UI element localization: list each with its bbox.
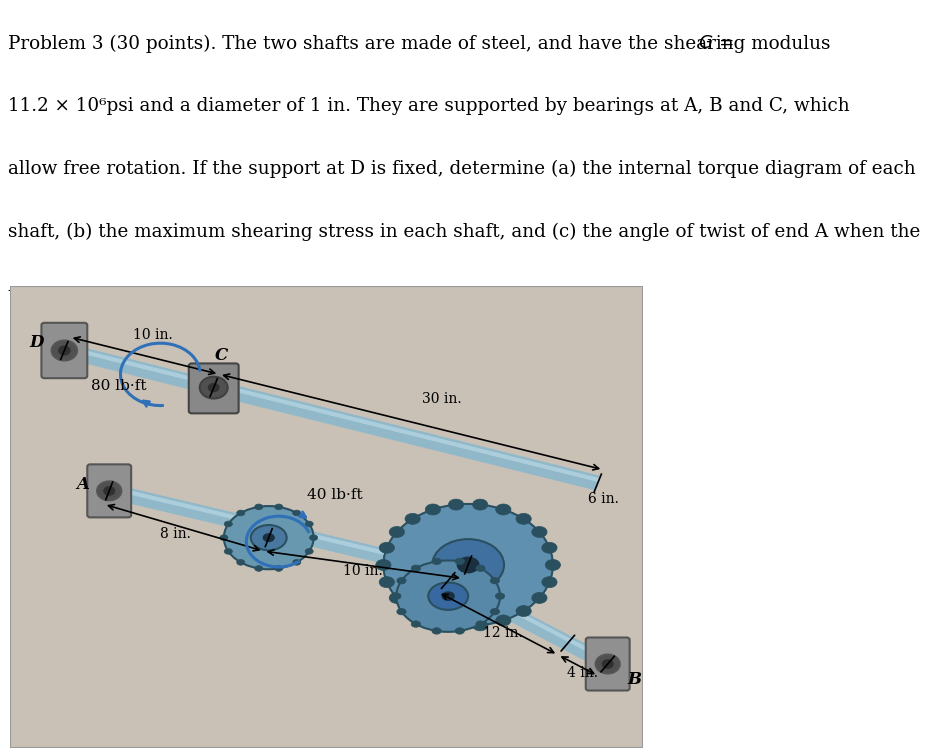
Text: 12 in.: 12 in. bbox=[484, 626, 523, 640]
Ellipse shape bbox=[220, 535, 228, 541]
Text: shaft, (b) the maximum shearing stress in each shaft, and (c) the angle of twist: shaft, (b) the maximum shearing stress i… bbox=[8, 223, 921, 241]
Ellipse shape bbox=[405, 514, 420, 524]
Ellipse shape bbox=[255, 504, 263, 510]
Ellipse shape bbox=[376, 559, 391, 571]
Circle shape bbox=[603, 660, 613, 669]
Circle shape bbox=[208, 383, 220, 393]
Ellipse shape bbox=[516, 605, 531, 617]
Ellipse shape bbox=[250, 525, 287, 550]
Ellipse shape bbox=[476, 621, 486, 627]
Ellipse shape bbox=[455, 558, 465, 565]
Text: 6 in.: 6 in. bbox=[587, 492, 619, 505]
Ellipse shape bbox=[237, 510, 245, 516]
Ellipse shape bbox=[490, 578, 500, 584]
Circle shape bbox=[51, 341, 77, 360]
Ellipse shape bbox=[225, 548, 232, 554]
Ellipse shape bbox=[448, 499, 464, 510]
Text: A: A bbox=[76, 476, 89, 493]
Text: 8 in.: 8 in. bbox=[160, 527, 191, 541]
Circle shape bbox=[97, 481, 121, 500]
Text: 10 in.: 10 in. bbox=[133, 328, 173, 342]
Circle shape bbox=[59, 346, 69, 355]
Ellipse shape bbox=[476, 565, 486, 572]
Ellipse shape bbox=[411, 565, 421, 572]
Text: 80 lb·ft: 80 lb·ft bbox=[90, 379, 146, 393]
Ellipse shape bbox=[496, 504, 511, 515]
Ellipse shape bbox=[264, 534, 274, 541]
Ellipse shape bbox=[292, 559, 301, 566]
Ellipse shape bbox=[292, 510, 301, 516]
Ellipse shape bbox=[389, 593, 405, 603]
Ellipse shape bbox=[448, 620, 464, 631]
Circle shape bbox=[596, 654, 620, 674]
Ellipse shape bbox=[426, 615, 441, 626]
Ellipse shape bbox=[472, 620, 487, 631]
Ellipse shape bbox=[306, 548, 313, 554]
Text: 30 in.: 30 in. bbox=[423, 393, 462, 406]
Text: D: D bbox=[30, 334, 44, 351]
Ellipse shape bbox=[306, 521, 313, 527]
Text: Problem 3 (30 points). The two shafts are made of steel, and have the shearing m: Problem 3 (30 points). The two shafts ar… bbox=[8, 35, 837, 53]
Ellipse shape bbox=[389, 526, 405, 538]
FancyBboxPatch shape bbox=[188, 363, 239, 414]
Ellipse shape bbox=[309, 535, 318, 541]
Ellipse shape bbox=[542, 577, 557, 587]
Text: allow free rotation. If the support at D is fixed, determine (a) the internal to: allow free rotation. If the support at D… bbox=[8, 160, 916, 178]
Ellipse shape bbox=[432, 558, 442, 565]
Text: B: B bbox=[627, 671, 642, 688]
Ellipse shape bbox=[496, 615, 511, 626]
Ellipse shape bbox=[457, 557, 479, 573]
Ellipse shape bbox=[432, 628, 442, 634]
Ellipse shape bbox=[225, 521, 232, 527]
Text: C: C bbox=[215, 347, 228, 364]
Ellipse shape bbox=[426, 504, 441, 515]
Ellipse shape bbox=[224, 506, 313, 569]
Ellipse shape bbox=[455, 628, 465, 634]
Ellipse shape bbox=[545, 559, 561, 571]
FancyBboxPatch shape bbox=[88, 464, 131, 517]
Ellipse shape bbox=[379, 577, 394, 587]
Circle shape bbox=[104, 487, 114, 495]
FancyBboxPatch shape bbox=[42, 323, 88, 378]
Ellipse shape bbox=[275, 504, 283, 510]
Ellipse shape bbox=[396, 560, 500, 632]
Ellipse shape bbox=[542, 542, 557, 553]
Ellipse shape bbox=[472, 499, 487, 510]
Ellipse shape bbox=[495, 593, 505, 599]
Ellipse shape bbox=[432, 539, 504, 591]
Ellipse shape bbox=[275, 566, 283, 572]
Circle shape bbox=[200, 377, 228, 399]
Ellipse shape bbox=[532, 593, 547, 603]
FancyBboxPatch shape bbox=[585, 638, 629, 690]
Ellipse shape bbox=[405, 605, 420, 617]
Text: 4 in.: 4 in. bbox=[567, 666, 598, 680]
Ellipse shape bbox=[428, 583, 468, 610]
Ellipse shape bbox=[255, 566, 263, 572]
Ellipse shape bbox=[411, 621, 421, 627]
Ellipse shape bbox=[384, 504, 553, 626]
Text: 10 in.: 10 in. bbox=[344, 564, 383, 578]
Ellipse shape bbox=[397, 578, 407, 584]
Text: $G\,=$: $G\,=$ bbox=[698, 35, 734, 53]
Ellipse shape bbox=[443, 592, 454, 600]
Ellipse shape bbox=[532, 526, 547, 538]
Ellipse shape bbox=[391, 593, 401, 599]
Ellipse shape bbox=[516, 514, 531, 524]
Ellipse shape bbox=[397, 608, 407, 615]
Text: 11.2 × 10⁶psi and a diameter of 1 in. They are supported by bearings at A, B and: 11.2 × 10⁶psi and a diameter of 1 in. Th… bbox=[8, 97, 849, 115]
Text: 40 lb·ft: 40 lb·ft bbox=[307, 488, 363, 502]
Text: torques are applied to the assembly as shown.: torques are applied to the assembly as s… bbox=[8, 286, 441, 304]
Ellipse shape bbox=[490, 608, 500, 615]
Ellipse shape bbox=[379, 542, 394, 553]
Ellipse shape bbox=[237, 559, 245, 566]
